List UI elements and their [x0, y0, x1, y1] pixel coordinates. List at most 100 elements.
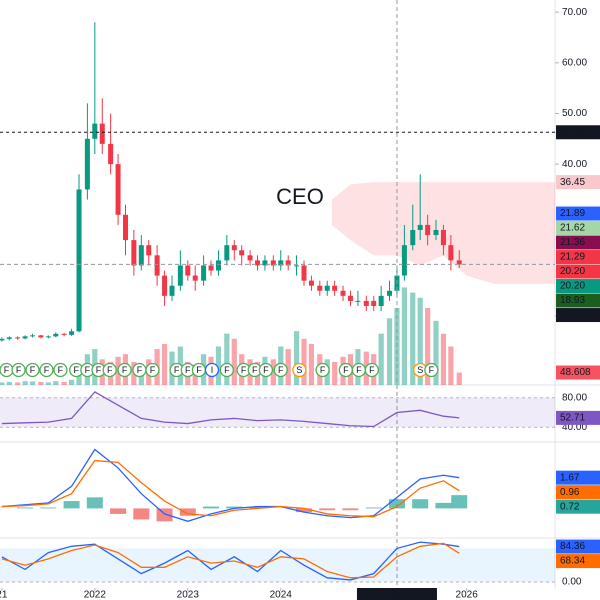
candle-body: [22, 336, 28, 339]
histogram-bar: [249, 506, 266, 509]
value-tag-label: 46.29: [560, 127, 585, 138]
candle-body: [440, 229, 446, 246]
event-label: F: [224, 365, 230, 375]
candle-body: [154, 255, 160, 276]
event-label: F: [137, 365, 143, 375]
value-tag-label: 36.45: [560, 177, 585, 188]
candle-body: [224, 245, 230, 261]
candle-body: [255, 260, 261, 266]
indicator-line: [1, 448, 460, 522]
candle-body: [278, 260, 284, 266]
volume-bar: [29, 381, 36, 385]
volume-bar: [38, 381, 44, 385]
value-tag-label: 0.72: [560, 501, 580, 512]
volume-bar: [270, 359, 276, 385]
candle-body: [448, 245, 454, 261]
event-label: F: [241, 365, 247, 375]
candle-body: [456, 260, 462, 265]
event-label: S: [296, 365, 302, 375]
candle-body: [355, 300, 361, 302]
volume-bar: [285, 349, 291, 385]
histogram-bar: [156, 508, 173, 522]
candle-body: [401, 245, 407, 276]
candle-body: [61, 333, 67, 335]
event-marker: [424, 362, 439, 378]
volume-bar: [53, 381, 59, 385]
x-tick-label: 2022: [84, 590, 107, 600]
value-tag-label: 48.608: [560, 367, 591, 378]
event-label: F: [44, 365, 50, 375]
candle-body: [270, 260, 276, 266]
event-marker: [204, 362, 220, 378]
event-label: F: [429, 365, 435, 375]
x-tick-label: 2023: [177, 590, 200, 600]
candle-body: [201, 265, 207, 281]
candle-body: [215, 260, 221, 271]
histogram-bar: [110, 508, 127, 514]
event-marker: [39, 362, 54, 378]
y-tick-label: 80.00: [562, 392, 587, 403]
volume-bar: [301, 338, 307, 385]
volume-bar: [410, 292, 416, 385]
band: [0, 397, 555, 428]
value-tag: [556, 365, 600, 380]
event-label: F: [369, 365, 375, 375]
event-marker: [53, 362, 68, 378]
candle-body: [239, 250, 245, 256]
histogram-bar: [203, 506, 220, 509]
event-marker: [117, 362, 132, 378]
volume-bar: [448, 346, 454, 385]
event-label: F: [252, 365, 258, 375]
histogram-bar: [342, 508, 359, 511]
volume-bar: [456, 372, 462, 385]
event-label: F: [278, 365, 284, 375]
volume-bar: [433, 320, 439, 385]
candle-body: [123, 214, 129, 241]
histogram-bar: [17, 507, 34, 509]
candle-body: [6, 337, 12, 339]
histogram-bar: [63, 501, 80, 509]
y-tick-label: 40.00: [562, 422, 587, 433]
candle-body: [99, 123, 105, 144]
volume-bar: [0, 382, 5, 385]
candle-body: [308, 280, 314, 286]
volume-bar: [22, 381, 28, 385]
histogram-bar: [133, 508, 150, 520]
candle-body: [410, 229, 416, 246]
histogram-bar: [365, 507, 382, 509]
candle-body: [285, 260, 291, 266]
candle-body: [115, 164, 121, 215]
volume-bar: [231, 338, 237, 385]
value-tag-label: 0.96: [560, 487, 580, 498]
value-tag-label: 52.71: [560, 413, 585, 424]
x-tick-label: 21: [0, 590, 8, 600]
volume-bar: [417, 297, 423, 385]
candle-body: [0, 338, 5, 341]
volume-bar: [378, 333, 384, 385]
event-marker: [273, 362, 288, 378]
value-tag: [556, 539, 600, 554]
value-tag-label: 21.29: [560, 252, 585, 263]
x-tick-label: 2024: [270, 590, 293, 600]
y-tick-label: 40.00: [562, 159, 587, 170]
candle-body: [162, 275, 168, 296]
value-tag: [556, 308, 600, 323]
event-marker: [258, 362, 274, 378]
histogram-bar: [295, 508, 312, 513]
candle-body: [30, 335, 36, 337]
histogram-bar: [435, 502, 452, 509]
histogram-bar: [40, 507, 57, 509]
event-marker: [11, 362, 26, 378]
value-tag: [556, 470, 600, 485]
value-tag: [556, 279, 600, 294]
event-marker: [102, 362, 117, 378]
event-label: F: [263, 365, 269, 375]
y-tick-label: 50.00: [562, 108, 587, 119]
event-label: F: [107, 365, 113, 375]
histogram-bar: [226, 506, 243, 509]
value-tag: [556, 125, 600, 140]
volume-bar: [308, 343, 315, 385]
volume-bar: [68, 379, 75, 385]
value-tag: [556, 250, 600, 265]
y-tick-label: 0.00: [562, 577, 582, 588]
